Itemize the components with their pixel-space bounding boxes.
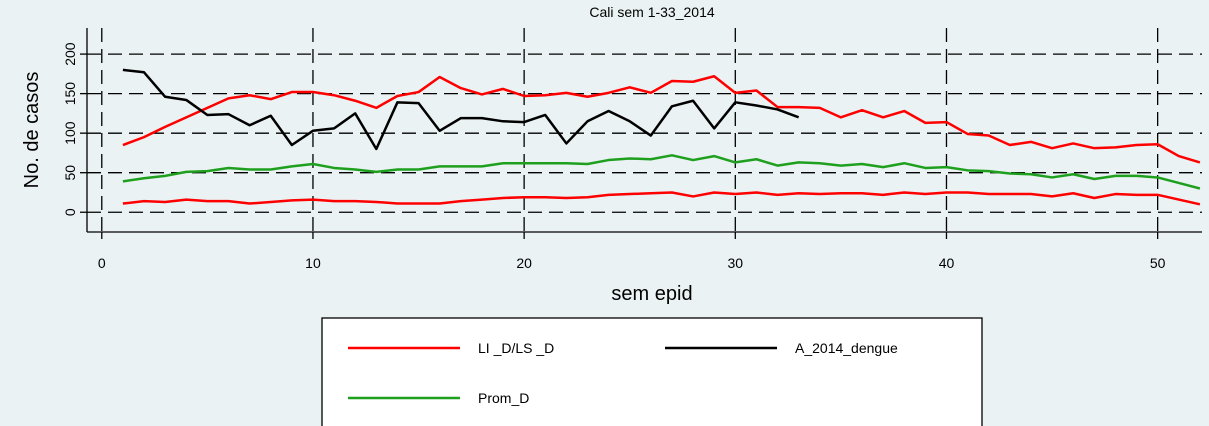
legend-label: LI _D/LS _D [478, 340, 554, 356]
y-axis-title: No. de casos [21, 72, 43, 189]
x-tick-label: 30 [728, 255, 744, 271]
y-tick-label: 0 [62, 208, 78, 216]
x-axis-title: sem epid [611, 283, 692, 305]
legend-box [321, 317, 983, 426]
x-tick-label: 10 [305, 255, 321, 271]
chart-title: Cali sem 1-33_2014 [589, 4, 715, 20]
x-tick-label: 0 [98, 255, 106, 271]
y-tick-label: 150 [62, 82, 78, 106]
x-tick-label: 40 [939, 255, 955, 271]
y-tick-label: 50 [62, 165, 78, 181]
series-line [122, 191, 1201, 206]
series-line [122, 74, 1201, 164]
legend-label: Prom_D [478, 390, 529, 406]
x-tick-label: 20 [516, 255, 532, 271]
legend-label: A_2014_dengue [795, 340, 898, 356]
y-tick-label: 200 [62, 42, 78, 66]
series-line [122, 154, 1201, 190]
y-tick-label: 100 [62, 121, 78, 145]
x-tick-label: 50 [1150, 255, 1166, 271]
series-line [122, 68, 800, 151]
